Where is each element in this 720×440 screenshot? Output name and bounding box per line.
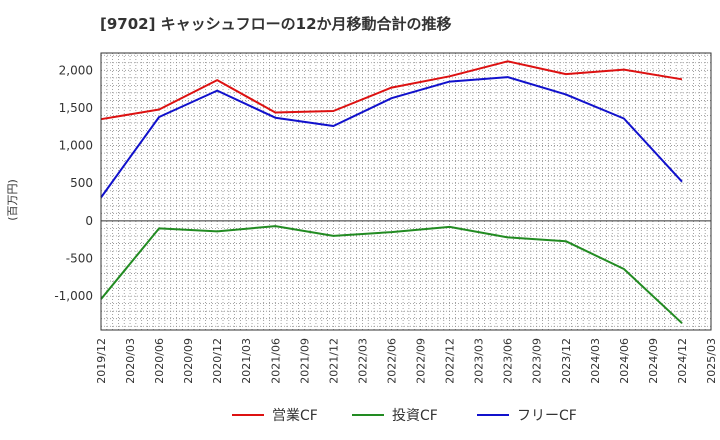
x-tick-label: 2021/03	[240, 338, 253, 384]
x-tick-label: 2024/03	[589, 338, 602, 384]
y-tick-label: -500	[66, 251, 93, 265]
x-tick-label: 2022/06	[385, 338, 398, 384]
x-tick-label: 2021/09	[298, 338, 311, 384]
x-tick-label: 2020/03	[124, 338, 137, 384]
x-tick-label: 2020/06	[153, 338, 166, 384]
x-tick-label: 2021/12	[327, 338, 340, 384]
x-tick-label: 2022/09	[415, 338, 428, 384]
series-line-投資CF	[100, 225, 683, 324]
x-tick-label: 2024/09	[647, 338, 660, 384]
y-tick-labels: 2,000 1,500 1,000 500 0 -500 -1,000	[54, 63, 93, 303]
x-tick-labels: 2019/12 2020/03 2020/06 2020/09 2020/12 2021/…	[95, 338, 718, 384]
series-layer	[100, 60, 683, 324]
y-tick-label: 1,000	[59, 139, 93, 153]
chart-title: [9702] キャッシュフローの12か月移動合計の推移	[100, 15, 452, 33]
series-line-営業CF	[100, 60, 683, 121]
x-tick-label: 2023/03	[473, 338, 486, 384]
legend-label-投資CF: 投資CF	[392, 408, 438, 424]
grid-layer	[101, 53, 711, 330]
plot-frame	[100, 52, 712, 331]
x-tick-label: 2023/06	[502, 338, 515, 384]
x-tick-label: 2022/12	[444, 338, 457, 384]
x-tick-label: 2020/12	[211, 338, 224, 384]
legend: 営業CF 投資CF フリーCF	[232, 408, 577, 424]
legend-label-営業CF: 営業CF	[272, 408, 318, 424]
y-tick-label: 1,500	[59, 101, 93, 115]
x-tick-label: 2024/12	[676, 338, 689, 384]
x-tick-label: 2025/03	[705, 338, 718, 384]
x-tick-label: 2021/06	[269, 338, 282, 384]
x-tick-label: 2024/06	[618, 338, 631, 384]
x-tick-label: 2019/12	[95, 338, 108, 384]
y-tick-label: 500	[70, 176, 93, 190]
x-tick-label: 2023/09	[531, 338, 544, 384]
y-axis-label: (百万円)	[6, 179, 19, 221]
y-tick-label: 2,000	[59, 63, 93, 77]
x-tick-label: 2020/09	[182, 338, 195, 384]
x-tick-label: 2023/12	[560, 338, 573, 384]
legend-label-フリーCF: フリーCF	[517, 408, 577, 424]
y-tick-label: -1,000	[54, 289, 93, 303]
y-tick-label: 0	[85, 214, 93, 228]
series-line-フリーCF	[100, 76, 683, 199]
x-tick-label: 2022/03	[356, 338, 369, 384]
